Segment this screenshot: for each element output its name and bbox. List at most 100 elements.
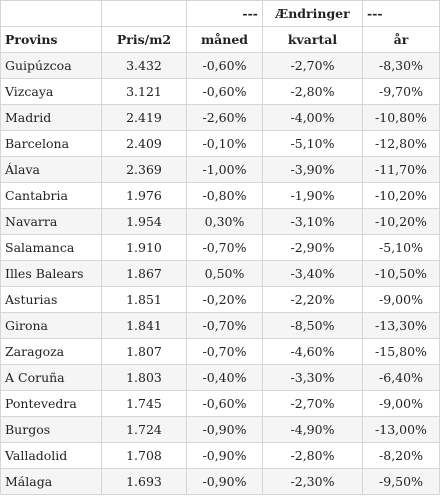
pris-cell: 3.432 xyxy=(101,52,187,79)
kvartal-cell: -2,20% xyxy=(262,286,363,313)
pris-cell: 1.807 xyxy=(101,338,187,365)
group-header-row: --- Ændringer --- xyxy=(0,0,440,27)
pris-cell: 1.954 xyxy=(101,208,187,235)
table-row: Zaragoza 1.807 -0,70% -4,60% -15,80% xyxy=(0,338,440,365)
aar-cell: -8,30% xyxy=(362,52,440,79)
aar-cell: -13,00% xyxy=(362,416,440,443)
provins-cell: Salamanca xyxy=(0,234,102,261)
provins-cell: Girona xyxy=(0,312,102,339)
kvartal-cell: -2,90% xyxy=(262,234,363,261)
provins-cell: Álava xyxy=(0,156,102,183)
provins-cell: Valladolid xyxy=(0,442,102,469)
aar-cell: -15,80% xyxy=(362,338,440,365)
kvartal-cell: -3,10% xyxy=(262,208,363,235)
provins-cell: Asturias xyxy=(0,286,102,313)
maaned-cell: -2,60% xyxy=(186,104,263,131)
table-row: Burgos 1.724 -0,90% -4,90% -13,00% xyxy=(0,416,440,443)
pris-cell: 2.409 xyxy=(101,130,187,157)
kvartal-cell: -5,10% xyxy=(262,130,363,157)
table-row: Vizcaya 3.121 -0,60% -2,80% -9,70% xyxy=(0,78,440,105)
kvartal-cell: -4,60% xyxy=(262,338,363,365)
aar-cell: -10,50% xyxy=(362,260,440,287)
pris-cell: 1.708 xyxy=(101,442,187,469)
table-row: Salamanca 1.910 -0,70% -2,90% -5,10% xyxy=(0,234,440,261)
provins-cell: Guipúzcoa xyxy=(0,52,102,79)
maaned-cell: 0,50% xyxy=(186,260,263,287)
table-row: Pontevedra 1.745 -0,60% -2,70% -9,00% xyxy=(0,390,440,417)
pris-cell: 2.369 xyxy=(101,156,187,183)
provins-cell: Vizcaya xyxy=(0,78,102,105)
column-header-aar: år xyxy=(362,26,440,53)
provins-cell: Cantabria xyxy=(0,182,102,209)
table-body: Guipúzcoa 3.432 -0,60% -2,70% -8,30% Vizcaya 3… xyxy=(0,52,440,495)
provins-cell: Madrid xyxy=(0,104,102,131)
table-row: Valladolid 1.708 -0,90% -2,80% -8,20% xyxy=(0,442,440,469)
aar-cell: -10,20% xyxy=(362,208,440,235)
pris-cell: 1.841 xyxy=(101,312,187,339)
maaned-cell: -0,60% xyxy=(186,52,263,79)
table-row: A Coruña 1.803 -0,40% -3,30% -6,40% xyxy=(0,364,440,391)
pris-cell: 2.419 xyxy=(101,104,187,131)
maaned-cell: -0,60% xyxy=(186,78,263,105)
group-header-empty-cell xyxy=(101,0,187,27)
aar-cell: -9,70% xyxy=(362,78,440,105)
table-row: Cantabria 1.976 -0,80% -1,90% -10,20% xyxy=(0,182,440,209)
kvartal-cell: -4,00% xyxy=(262,104,363,131)
provins-cell: Burgos xyxy=(0,416,102,443)
maaned-cell: -0,20% xyxy=(186,286,263,313)
maaned-cell: -0,90% xyxy=(186,416,263,443)
table-row: Illes Balears 1.867 0,50% -3,40% -10,50% xyxy=(0,260,440,287)
maaned-cell: -0,10% xyxy=(186,130,263,157)
kvartal-cell: -8,50% xyxy=(262,312,363,339)
maaned-cell: -0,70% xyxy=(186,234,263,261)
maaned-cell: 0,30% xyxy=(186,208,263,235)
aar-cell: -8,20% xyxy=(362,442,440,469)
maaned-cell: -0,70% xyxy=(186,338,263,365)
column-header-kvartal: kvartal xyxy=(262,26,363,53)
kvartal-cell: -2,70% xyxy=(262,390,363,417)
pris-cell: 3.121 xyxy=(101,78,187,105)
kvartal-cell: -2,80% xyxy=(262,442,363,469)
aar-cell: -11,70% xyxy=(362,156,440,183)
table-row: Málaga 1.693 -0,90% -2,30% -9,50% xyxy=(0,468,440,495)
provins-cell: Pontevedra xyxy=(0,390,102,417)
aar-cell: -9,00% xyxy=(362,286,440,313)
table-row: Guipúzcoa 3.432 -0,60% -2,70% -8,30% xyxy=(0,52,440,79)
aar-cell: -10,80% xyxy=(362,104,440,131)
pris-cell: 1.693 xyxy=(101,468,187,495)
pris-cell: 1.745 xyxy=(101,390,187,417)
kvartal-cell: -2,70% xyxy=(262,52,363,79)
aar-cell: -10,20% xyxy=(362,182,440,209)
group-header-empty-cell xyxy=(0,0,102,27)
column-header-row: Provins Pris/m2 måned kvartal år xyxy=(0,26,440,53)
kvartal-cell: -2,80% xyxy=(262,78,363,105)
aar-cell: -12,80% xyxy=(362,130,440,157)
aar-cell: -6,40% xyxy=(362,364,440,391)
provins-cell: Illes Balears xyxy=(0,260,102,287)
provins-cell: A Coruña xyxy=(0,364,102,391)
aar-cell: -5,10% xyxy=(362,234,440,261)
group-header-dash-right: --- xyxy=(362,0,440,27)
table-row: Álava 2.369 -1,00% -3,90% -11,70% xyxy=(0,156,440,183)
provins-cell: Barcelona xyxy=(0,130,102,157)
kvartal-cell: -4,90% xyxy=(262,416,363,443)
provins-cell: Zaragoza xyxy=(0,338,102,365)
maaned-cell: -0,40% xyxy=(186,364,263,391)
column-header-maaned: måned xyxy=(186,26,263,53)
pris-cell: 1.867 xyxy=(101,260,187,287)
maaned-cell: -0,80% xyxy=(186,182,263,209)
maaned-cell: -1,00% xyxy=(186,156,263,183)
group-header-dash-left: --- xyxy=(186,0,263,27)
pris-cell: 1.803 xyxy=(101,364,187,391)
column-header-pris: Pris/m2 xyxy=(101,26,187,53)
group-header-label: Ændringer xyxy=(262,0,363,27)
kvartal-cell: -3,40% xyxy=(262,260,363,287)
maaned-cell: -0,90% xyxy=(186,468,263,495)
kvartal-cell: -1,90% xyxy=(262,182,363,209)
maaned-cell: -0,70% xyxy=(186,312,263,339)
aar-cell: -13,30% xyxy=(362,312,440,339)
kvartal-cell: -3,30% xyxy=(262,364,363,391)
provins-cell: Navarra xyxy=(0,208,102,235)
kvartal-cell: -3,90% xyxy=(262,156,363,183)
